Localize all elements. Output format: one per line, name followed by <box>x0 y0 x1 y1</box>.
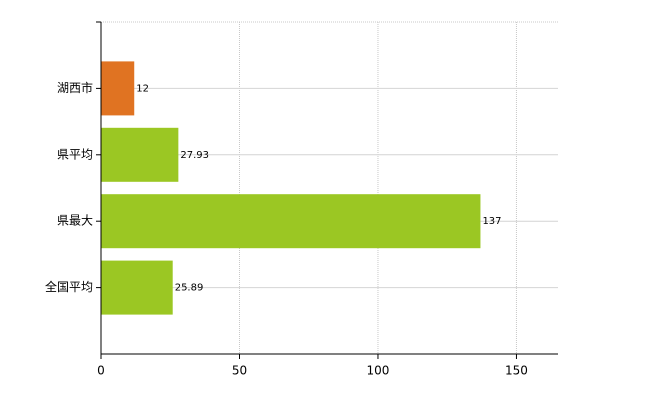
value-label: 12 <box>136 83 149 94</box>
x-tick-label: 100 <box>367 364 390 378</box>
bar <box>101 127 179 182</box>
y-tick-label: 湖西市 <box>57 80 93 95</box>
x-tick-label: 0 <box>97 364 105 378</box>
value-label: 137 <box>482 216 501 227</box>
x-tick-label: 50 <box>232 364 247 378</box>
y-tick-label: 全国平均 <box>45 279 93 294</box>
y-tick-label: 県平均 <box>57 147 93 161</box>
bar <box>101 260 173 315</box>
bar <box>101 194 481 249</box>
value-label: 25.89 <box>175 283 204 294</box>
y-tick-label: 県最大 <box>57 214 93 228</box>
x-tick-label: 150 <box>505 364 528 378</box>
bar <box>101 61 135 116</box>
value-label: 27.93 <box>180 150 209 161</box>
